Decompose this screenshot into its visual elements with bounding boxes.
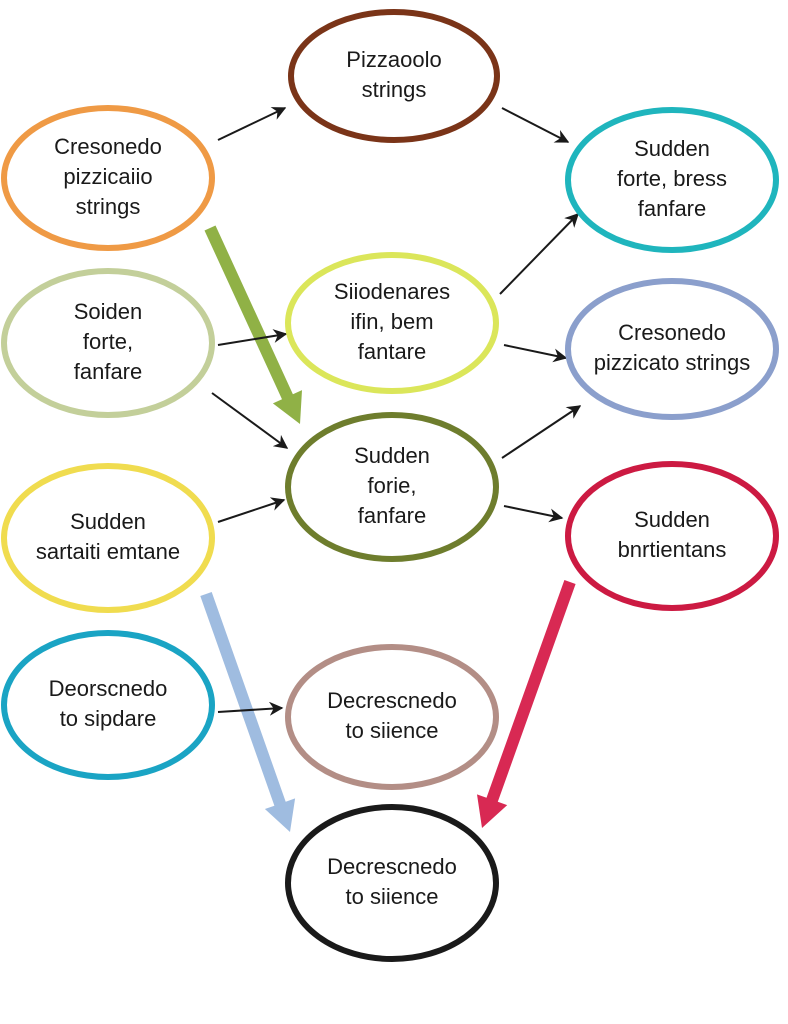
node-label-line: Sudden xyxy=(634,136,710,161)
node-label-line: fanfare xyxy=(74,359,143,384)
node-ellipse xyxy=(1,630,215,780)
node-ellipse xyxy=(285,252,499,394)
node-n4: Soiden forte, fanfare xyxy=(1,268,215,418)
node-ellipse xyxy=(1,105,215,251)
connector-arrow-n8-to-n7 xyxy=(217,497,286,523)
node-label-line: Decrescnedo xyxy=(327,854,457,879)
nodes-layer: Pizzaoolo strings Cresonedo pizzicaiio strin… xyxy=(1,9,779,962)
node-label-line: ifin, bem xyxy=(350,309,433,334)
node-label-line: Decrescnedo xyxy=(327,688,457,713)
node-label-line: strings xyxy=(362,77,427,102)
node-ellipse xyxy=(285,644,499,790)
node-label-line: Cresonedo xyxy=(54,134,162,159)
node-n2: Cresonedo pizzicaiio strings xyxy=(1,105,215,251)
node-label-line: forte, xyxy=(83,329,133,354)
connector-arrow-n10-to-n11 xyxy=(217,701,284,716)
node-label-line: forie, xyxy=(368,473,417,498)
node-n12: Decrescnedo to siience xyxy=(285,804,499,962)
node-n9: Sudden bnrtientans xyxy=(565,461,779,611)
thick-arrows-layer xyxy=(200,225,576,832)
node-label-line: Sudden xyxy=(354,443,430,468)
node-label-line: Deorscnedo xyxy=(49,676,168,701)
node-label-line: fanfare xyxy=(358,503,427,528)
node-label-line: Pizzaoolo xyxy=(346,47,441,72)
node-ellipse xyxy=(285,804,499,962)
node-ellipse xyxy=(565,278,779,420)
node-label-line: Sudden xyxy=(634,507,710,532)
node-n5: Siiodenares ifin, bem fantare xyxy=(285,252,499,394)
node-n1: Pizzaoolo strings xyxy=(288,9,500,143)
connector-arrow-n2-to-n1 xyxy=(217,107,287,141)
node-n3: Sudden forte, bress fanfare xyxy=(565,107,779,253)
node-n11: Decrescnedo to siience xyxy=(285,644,499,790)
connector-arrow-n7-to-n6 xyxy=(501,405,582,459)
connector-arrow-n7-to-n9 xyxy=(503,505,564,523)
node-label-line: to siience xyxy=(346,718,439,743)
node-n8: Sudden sartaiti emtane xyxy=(1,463,215,613)
connector-arrow-n5-to-n6 xyxy=(503,344,568,363)
node-label-line: bnrtientans xyxy=(618,537,727,562)
node-n10: Deorscnedo to sipdare xyxy=(1,630,215,780)
node-label-line: pizzicaiio xyxy=(63,164,152,189)
node-n6: Cresonedo pizzicato strings xyxy=(565,278,779,420)
node-label-line: pizzicato strings xyxy=(594,350,751,375)
connector-arrow-n5-to-n3 xyxy=(499,212,579,295)
node-label-line: Sudden xyxy=(70,509,146,534)
connector-arrow-n4-to-n7 xyxy=(211,392,289,449)
thick-arrow-n9-to-n12 xyxy=(477,580,576,828)
node-ellipse xyxy=(288,9,500,143)
node-label-line: Cresonedo xyxy=(618,320,726,345)
node-label-line: forte, bress xyxy=(617,166,727,191)
node-label-line: fantare xyxy=(358,339,427,364)
thick-arrow-n8-to-n12 xyxy=(200,592,296,832)
node-label-line: Soiden xyxy=(74,299,143,324)
node-label-line: strings xyxy=(76,194,141,219)
connectors-layer xyxy=(211,107,582,716)
thick-arrow-n2-to-n7 xyxy=(204,225,302,424)
node-ellipse xyxy=(1,268,215,418)
node-label-line: Siiodenares xyxy=(334,279,450,304)
node-label-line: to siience xyxy=(346,884,439,909)
node-n7: Sudden forie, fanfare xyxy=(285,412,499,562)
connector-arrow-n1-to-n3 xyxy=(501,107,570,143)
node-label-line: sartaiti emtane xyxy=(36,539,180,564)
connector-arrow-n4-to-n5 xyxy=(217,329,288,346)
node-ellipse xyxy=(565,461,779,611)
node-label-line: fanfare xyxy=(638,196,707,221)
node-ellipse xyxy=(565,107,779,253)
node-ellipse xyxy=(1,463,215,613)
node-ellipse xyxy=(285,412,499,562)
node-label-line: to sipdare xyxy=(60,706,157,731)
